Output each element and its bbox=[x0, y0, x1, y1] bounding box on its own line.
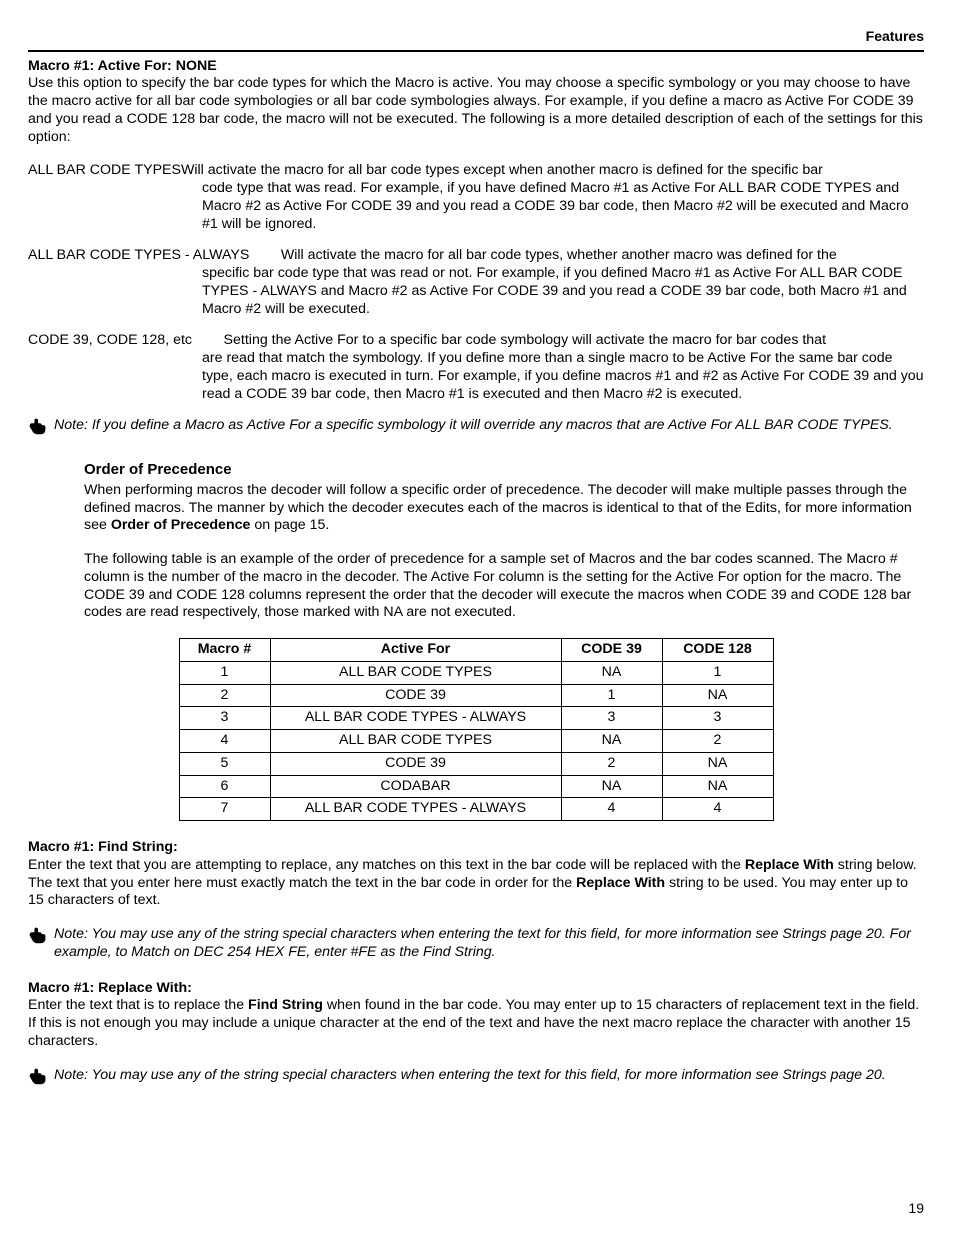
section-active-for: Macro #1: Active For: NONE Use this opti… bbox=[28, 58, 924, 147]
order-title: Order of Precedence bbox=[28, 461, 924, 480]
table-cell: ALL BAR CODE TYPES bbox=[270, 661, 561, 684]
note-text: Note: You may use any of the string spec… bbox=[52, 1067, 890, 1085]
table-header: Macro # bbox=[179, 639, 270, 662]
pointing-hand-icon bbox=[28, 415, 50, 443]
order-p1: When performing macros the decoder will … bbox=[28, 482, 924, 535]
table-cell: 7 bbox=[179, 798, 270, 821]
precedence-table: Macro #Active ForCODE 39CODE 1281ALL BAR… bbox=[179, 638, 774, 821]
table-cell: NA bbox=[561, 775, 662, 798]
page-number: 19 bbox=[908, 1200, 924, 1218]
note-find-string: Note: You may use any of the string spec… bbox=[28, 926, 924, 962]
find-string-title: Macro #1: Find String: bbox=[28, 839, 178, 855]
table-cell: ALL BAR CODE TYPES - ALWAYS bbox=[270, 798, 561, 821]
table-row: 4ALL BAR CODE TYPESNA2 bbox=[179, 730, 773, 753]
definition-item: CODE 39, CODE 128, etc Setting the Activ… bbox=[28, 332, 924, 403]
table-cell: ALL BAR CODE TYPES - ALWAYS bbox=[270, 707, 561, 730]
table-cell: NA bbox=[561, 661, 662, 684]
table-cell: 3 bbox=[561, 707, 662, 730]
table-row: 5CODE 392NA bbox=[179, 752, 773, 775]
note-text: Note: If you define a Macro as Active Fo… bbox=[52, 417, 897, 435]
table-cell: 1 bbox=[179, 661, 270, 684]
section-title: Macro #1: Active For: NONE bbox=[28, 58, 217, 74]
rw-a: Enter the text that is to replace the bbox=[28, 997, 248, 1013]
table-cell: NA bbox=[561, 730, 662, 753]
table-row: 6CODABARNANA bbox=[179, 775, 773, 798]
table-header: CODE 128 bbox=[662, 639, 773, 662]
table-cell: CODE 39 bbox=[270, 684, 561, 707]
fs-b: Replace With bbox=[745, 857, 834, 873]
definition-term: CODE 39, CODE 128, etc bbox=[28, 332, 192, 348]
table-row: 2CODE 391NA bbox=[179, 684, 773, 707]
table-cell: CODE 39 bbox=[270, 752, 561, 775]
note-text: Note: You may use any of the string spec… bbox=[52, 926, 924, 962]
header-rule bbox=[28, 50, 924, 52]
table-cell: 1 bbox=[561, 684, 662, 707]
definition-term: ALL BAR CODE TYPES - ALWAYS bbox=[28, 247, 249, 263]
table-cell: 1 bbox=[662, 661, 773, 684]
page: Features Macro #1: Active For: NONE Use … bbox=[0, 0, 954, 1235]
definition-term: ALL BAR CODE TYPES bbox=[28, 162, 181, 178]
fs-a: Enter the text that you are attempting t… bbox=[28, 857, 745, 873]
definition-item: ALL BAR CODE TYPES - ALWAYS Will activat… bbox=[28, 247, 924, 318]
definition-body: are read that match the symbology. If yo… bbox=[28, 350, 924, 403]
table-header: CODE 39 bbox=[561, 639, 662, 662]
note-override: Note: If you define a Macro as Active Fo… bbox=[28, 417, 924, 443]
table-cell: 2 bbox=[662, 730, 773, 753]
table-row: 3ALL BAR CODE TYPES - ALWAYS33 bbox=[179, 707, 773, 730]
replace-with-title: Macro #1: Replace With: bbox=[28, 980, 192, 996]
header-features: Features bbox=[28, 28, 924, 46]
table-cell: 2 bbox=[561, 752, 662, 775]
table-cell: NA bbox=[662, 684, 773, 707]
definition-lead: Will activate the macro for all bar code… bbox=[181, 162, 823, 178]
note-replace-with: Note: You may use any of the string spec… bbox=[28, 1067, 924, 1093]
table-cell: 5 bbox=[179, 752, 270, 775]
definitions-list: ALL BAR CODE TYPESWill activate the macr… bbox=[28, 162, 924, 403]
table-cell: NA bbox=[662, 775, 773, 798]
fs-d: Replace With bbox=[576, 875, 665, 891]
definition-body: specific bar code type that was read or … bbox=[28, 265, 924, 318]
section-replace-with: Macro #1: Replace With: Enter the text t… bbox=[28, 980, 924, 1051]
table-row: 1ALL BAR CODE TYPESNA1 bbox=[179, 661, 773, 684]
pointing-hand-icon bbox=[28, 924, 50, 952]
table-cell: 4 bbox=[662, 798, 773, 821]
definition-lead: Will activate the macro for all bar code… bbox=[249, 247, 836, 263]
table-cell: ALL BAR CODE TYPES bbox=[270, 730, 561, 753]
order-p1b: Order of Precedence bbox=[111, 517, 251, 533]
section-body: Use this option to specify the bar code … bbox=[28, 75, 923, 144]
definition-item: ALL BAR CODE TYPESWill activate the macr… bbox=[28, 162, 924, 233]
section-find-string: Macro #1: Find String: Enter the text th… bbox=[28, 839, 924, 910]
table-cell: 4 bbox=[561, 798, 662, 821]
table-cell: 6 bbox=[179, 775, 270, 798]
table-cell: 3 bbox=[179, 707, 270, 730]
order-p1c: on page 15. bbox=[250, 517, 329, 533]
definition-lead: Setting the Active For to a specific bar… bbox=[192, 332, 826, 348]
table-cell: CODABAR bbox=[270, 775, 561, 798]
table-row: 7ALL BAR CODE TYPES - ALWAYS44 bbox=[179, 798, 773, 821]
definition-body: code type that was read. For example, if… bbox=[28, 180, 924, 233]
pointing-hand-icon bbox=[28, 1065, 50, 1093]
table-cell: 4 bbox=[179, 730, 270, 753]
table-cell: NA bbox=[662, 752, 773, 775]
table-cell: 3 bbox=[662, 707, 773, 730]
table-cell: 2 bbox=[179, 684, 270, 707]
table-header: Active For bbox=[270, 639, 561, 662]
order-p2: The following table is an example of the… bbox=[28, 551, 924, 622]
rw-b: Find String bbox=[248, 997, 323, 1013]
